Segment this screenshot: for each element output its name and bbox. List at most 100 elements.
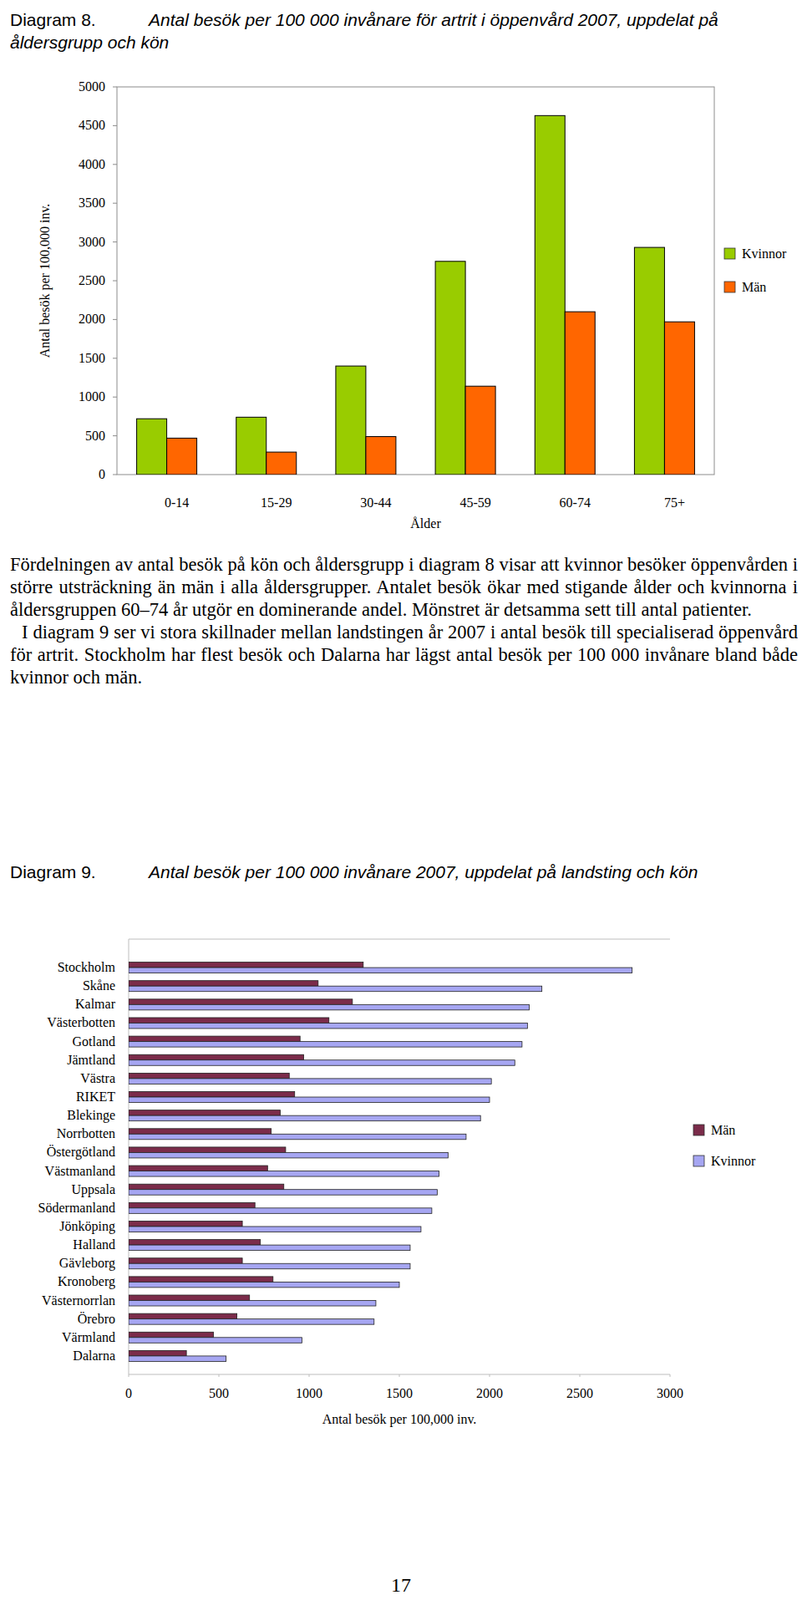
x-tick xyxy=(399,1374,401,1377)
y-tick-label: Skåne xyxy=(82,978,116,993)
x-axis-label: Antal besök per 100,000 inv. xyxy=(322,1411,478,1427)
bar xyxy=(128,1133,467,1140)
x-axis-label: Ålder xyxy=(410,516,442,531)
y-tick xyxy=(112,203,117,204)
bar xyxy=(128,1054,305,1061)
figure-label: Diagram 8. xyxy=(10,8,149,31)
legend-swatch xyxy=(693,1155,705,1167)
bar xyxy=(128,967,633,974)
y-tick-label: 3000 xyxy=(78,234,106,249)
y-tick-label: Värmland xyxy=(61,1329,116,1345)
bars xyxy=(137,115,696,475)
bar xyxy=(128,1258,243,1264)
bar xyxy=(128,1263,411,1269)
y-tick xyxy=(112,357,117,359)
plot-frame xyxy=(116,86,715,475)
bar xyxy=(128,999,353,1006)
x-tick xyxy=(670,1374,671,1377)
y-tick xyxy=(112,474,117,476)
bar xyxy=(128,962,364,969)
y-tick-label: Jämtland xyxy=(66,1052,116,1067)
bars xyxy=(128,962,633,1362)
y-tick-label: Örebro xyxy=(77,1311,116,1326)
bar xyxy=(435,261,466,475)
x-tick xyxy=(218,1374,220,1377)
bar xyxy=(128,1183,285,1190)
y-tick-label: Jönköping xyxy=(59,1218,116,1234)
y-tick-label: 5000 xyxy=(78,79,106,94)
figure-label: Diagram 9. xyxy=(10,860,149,884)
x-tick xyxy=(309,1374,310,1377)
bar xyxy=(128,1110,280,1117)
bar xyxy=(128,1078,492,1085)
y-tick-label: Västernorrlan xyxy=(41,1293,116,1308)
y-tick xyxy=(112,435,117,437)
bar xyxy=(266,451,297,475)
bar xyxy=(564,311,595,475)
legend-label: Kvinnor xyxy=(741,246,787,261)
plot-frame xyxy=(128,939,671,1375)
bar xyxy=(128,1281,400,1288)
bar xyxy=(128,1171,440,1178)
legend-label: Kvinnor xyxy=(710,1153,757,1168)
x-tick xyxy=(579,1374,581,1377)
bar xyxy=(128,1355,227,1362)
y-tick-label: Västra xyxy=(80,1071,116,1086)
bar xyxy=(128,985,543,992)
y-tick-label: Halland xyxy=(72,1237,116,1252)
x-tick-label: 0 xyxy=(125,1385,132,1401)
x-tick-label: 15-29 xyxy=(260,495,292,510)
legend-swatch xyxy=(724,281,736,293)
bar xyxy=(128,1147,286,1153)
y-tick-label: Blekinge xyxy=(66,1107,116,1123)
y-tick-label: Gotland xyxy=(71,1034,116,1049)
y-tick-label: 1500 xyxy=(78,350,106,366)
y-tick xyxy=(112,280,117,282)
bar xyxy=(664,321,695,475)
y-tick xyxy=(112,319,117,320)
figure-title: Antal besök per 100 000 invånare för art… xyxy=(10,10,719,52)
bar xyxy=(128,1035,300,1042)
bar xyxy=(128,1128,272,1135)
bar xyxy=(128,1072,290,1079)
figure-caption: Diagram 9.Antal besök per 100 000 invåna… xyxy=(10,860,796,884)
bar xyxy=(128,1276,274,1283)
paragraph: I diagram 9 ser vi stora skillnader mell… xyxy=(10,620,798,689)
y-tick-label: 4000 xyxy=(78,157,106,172)
page-svg: 0500100015002000250030003500400045005000… xyxy=(0,0,802,1600)
bar xyxy=(128,1096,490,1103)
bar xyxy=(128,1226,422,1233)
legend-swatch xyxy=(724,248,736,259)
bar xyxy=(465,385,496,475)
y-tick-label: Norrbotten xyxy=(56,1126,116,1141)
y-tick-label: Västerbotten xyxy=(46,1015,116,1030)
y-tick-label: 4500 xyxy=(78,117,106,132)
y-tick-label: RIKET xyxy=(76,1089,116,1104)
bar xyxy=(128,1152,448,1158)
y-tick-label: Östergötland xyxy=(46,1144,116,1160)
y-tick xyxy=(112,241,117,243)
bar xyxy=(128,1115,481,1122)
figure-title: Antal besök per 100 000 invånare 2007, u… xyxy=(148,862,698,882)
body-text: Fördelningen av antal besök på kön och å… xyxy=(10,553,798,689)
figure-caption: Diagram 8.Antal besök per 100 000 invåna… xyxy=(10,8,796,54)
x-tick-label: 1000 xyxy=(295,1385,323,1401)
x-tick xyxy=(489,1374,491,1377)
bar xyxy=(128,1313,238,1320)
bar xyxy=(128,1300,376,1307)
bar xyxy=(128,1319,375,1325)
bar xyxy=(128,1022,528,1029)
bar xyxy=(128,1165,268,1172)
bar xyxy=(128,1060,515,1066)
bar xyxy=(128,1091,295,1098)
bar xyxy=(128,1331,214,1338)
y-tick xyxy=(112,125,117,127)
chart-9: 050010001500200025003000Antal besök per … xyxy=(38,939,757,1427)
page: 0500100015002000250030003500400045005000… xyxy=(0,0,802,1600)
bar xyxy=(128,1294,250,1301)
x-tick xyxy=(128,1374,130,1377)
x-tick-label: 500 xyxy=(208,1385,229,1401)
x-tick-label: 0-14 xyxy=(164,495,189,510)
bar xyxy=(335,365,366,475)
y-axis-label: Antal besök per 100,000 inv. xyxy=(37,203,53,359)
